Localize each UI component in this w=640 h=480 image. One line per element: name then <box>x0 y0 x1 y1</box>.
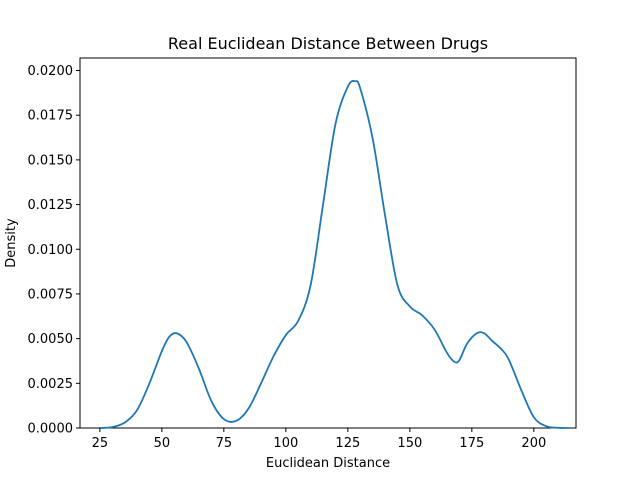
x-tick-label: 25 <box>92 436 109 451</box>
y-tick-label: 0.0175 <box>28 109 74 124</box>
x-tick-label: 150 <box>397 436 422 451</box>
y-tick-label: 0.0025 <box>28 377 74 392</box>
x-tick-label: 100 <box>273 436 298 451</box>
x-axis-ticks: 25 50 75 100 125 150 175 200 <box>92 428 546 451</box>
y-tick-label: 0.0050 <box>28 332 74 347</box>
chart-title: Real Euclidean Distance Between Drugs <box>168 34 488 53</box>
y-tick-label: 0.0150 <box>28 153 74 168</box>
density-curve <box>99 80 569 429</box>
y-axis-ticks: 0.0000 0.0025 0.0050 0.0075 0.0100 0.0125 0.01… <box>28 64 80 437</box>
y-tick-label: 0.0125 <box>28 198 74 213</box>
y-axis-label: Density <box>4 218 19 268</box>
x-tick-label: 125 <box>335 436 360 451</box>
x-tick-label: 200 <box>521 436 546 451</box>
x-tick-label: 75 <box>216 436 233 451</box>
y-tick-label: 0.0100 <box>28 243 74 258</box>
x-tick-label: 50 <box>154 436 171 451</box>
x-tick-label: 175 <box>459 436 484 451</box>
plot-frame <box>79 57 577 429</box>
y-tick-label: 0.0000 <box>28 422 74 437</box>
x-axis-label: Euclidean Distance <box>266 456 390 471</box>
y-tick-label: 0.0075 <box>28 287 74 302</box>
plot-area <box>79 57 577 429</box>
y-tick-label: 0.0200 <box>28 64 74 79</box>
